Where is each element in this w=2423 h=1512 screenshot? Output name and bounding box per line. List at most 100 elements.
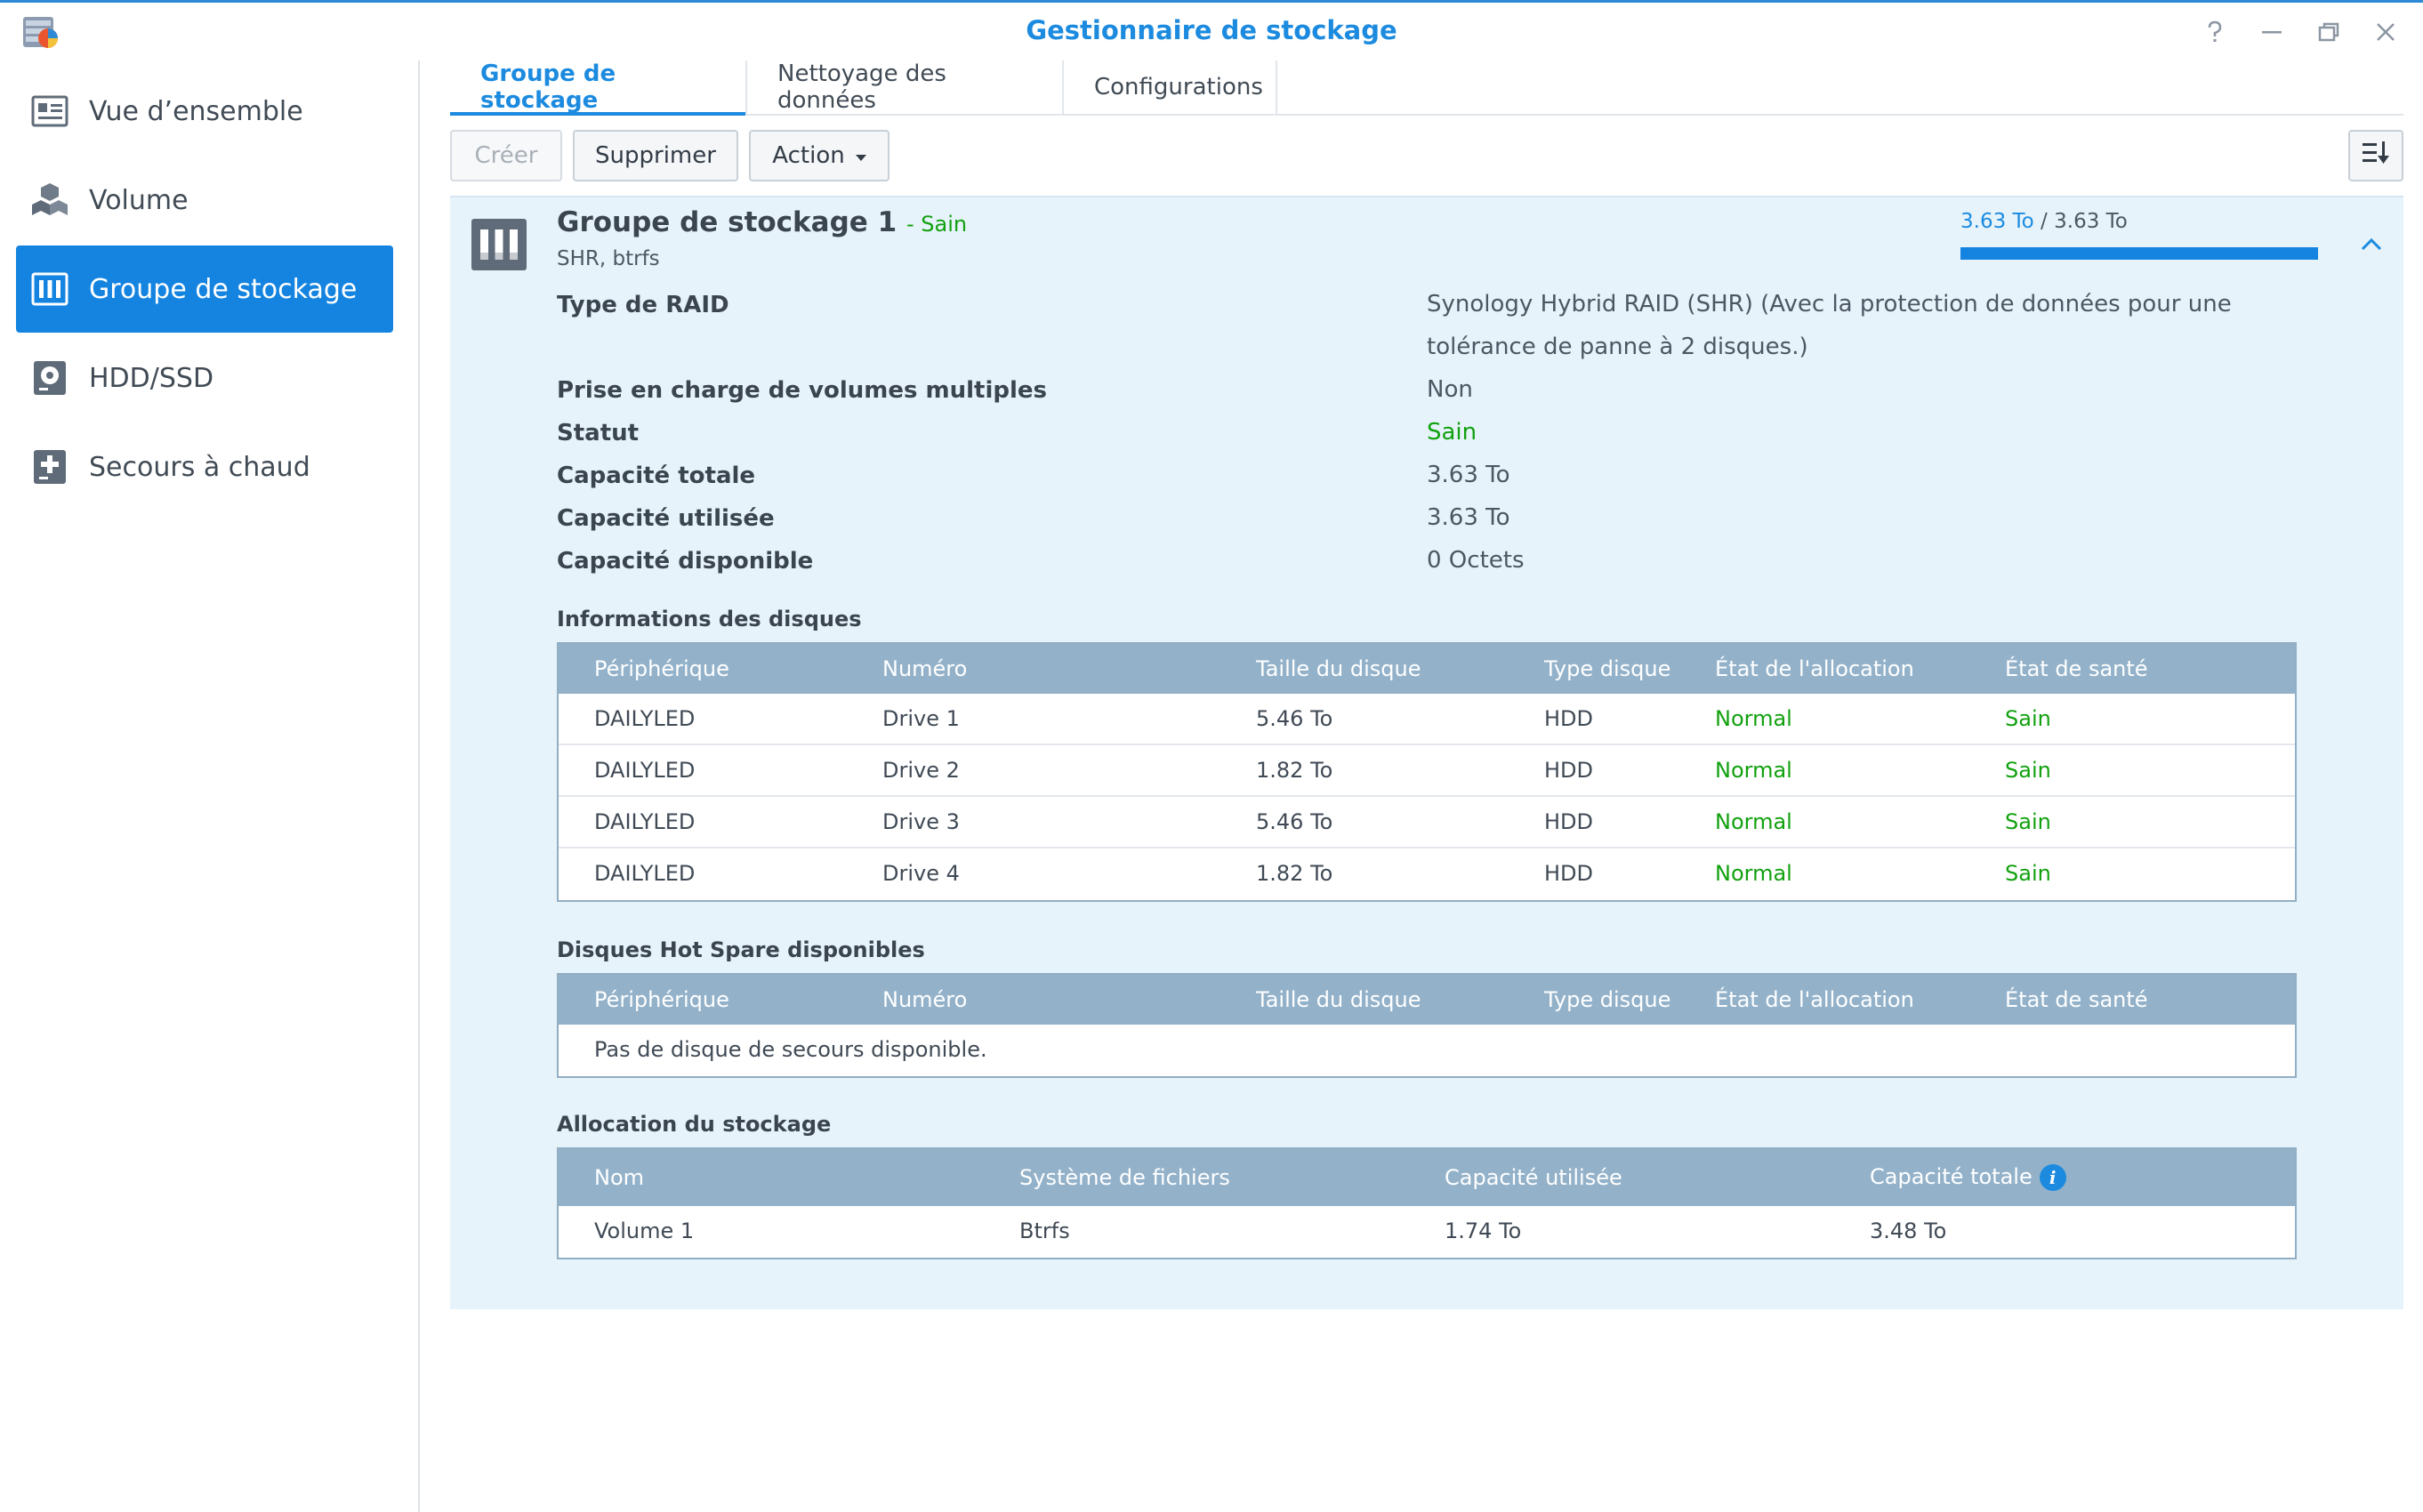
tab-storage-pool[interactable]: Groupe de stockage — [450, 60, 747, 116]
sidebar-item-hot-spare[interactable]: Secours à chaud — [16, 423, 393, 511]
cell-type: HDD — [1544, 706, 1594, 731]
column-header: Numéro — [882, 656, 968, 681]
column-header: Type disque — [1544, 987, 1671, 1012]
prop-label-used-capacity: Capacité utilisée — [557, 505, 775, 532]
cell-health: Sain — [2005, 861, 2051, 886]
sidebar-item-label: Secours à chaud — [89, 451, 310, 483]
table-header: Périphérique Numéro Taille du disque Typ… — [559, 975, 2295, 1025]
info-icon[interactable]: i — [2039, 1164, 2066, 1191]
sidebar-item-label: Vue d’ensemble — [89, 95, 303, 127]
table-row[interactable]: DAILYLED Drive 2 1.82 To HDD Normal Sain — [559, 745, 2295, 797]
prop-value-status: Sain — [1427, 419, 1477, 446]
storage-pool-icon — [470, 217, 528, 272]
table-row[interactable]: Volume 1 Btrfs 1.74 To 3.48 To — [559, 1206, 2295, 1258]
capacity-used: 3.63 To — [1960, 210, 2034, 233]
action-label: Action — [772, 142, 845, 169]
close-icon[interactable] — [2364, 12, 2407, 52]
cell-type: HDD — [1544, 809, 1594, 834]
table-row[interactable]: DAILYLED Drive 3 5.46 To HDD Normal Sain — [559, 797, 2295, 848]
prop-value-raid-type: Synology Hybrid RAID (SHR) (Avec la prot… — [1427, 291, 2232, 360]
capacity-separator: / — [2033, 210, 2055, 233]
table-header: Nom Système de fichiers Capacité utilisé… — [559, 1149, 2295, 1206]
disk-info-title: Informations des disques — [557, 607, 862, 631]
prop-value-used-capacity: 3.63 To — [1427, 504, 1510, 531]
pool-subtitle: SHR, btrfs — [557, 247, 660, 270]
table-header: Périphérique Numéro Taille du disque Typ… — [559, 644, 2295, 694]
column-header: Périphérique — [594, 656, 729, 681]
action-dropdown-button[interactable]: Action — [749, 130, 890, 181]
prop-label-raid-type: Type de RAID — [557, 292, 729, 318]
pool-name: Groupe de stockage 1 — [557, 206, 898, 238]
prop-value-available-capacity: 0 Octets — [1427, 547, 1525, 574]
empty-message: Pas de disque de secours disponible. — [594, 1037, 987, 1062]
sidebar-item-storage-pool[interactable]: Groupe de stockage — [16, 245, 393, 333]
cell-size: 1.82 To — [1256, 861, 1333, 886]
cell-type: HDD — [1544, 861, 1594, 886]
column-header-total: Capacité totale i — [1870, 1164, 2066, 1191]
pool-title: Groupe de stockage 1 - Sain — [557, 206, 967, 238]
volume-cubes-icon — [30, 181, 69, 220]
cell-allocation: Normal — [1715, 861, 1792, 886]
cell-used-capacity: 1.74 To — [1445, 1218, 1522, 1243]
allocation-title: Allocation du stockage — [557, 1112, 832, 1137]
storage-manager-app-icon — [21, 13, 62, 51]
cell-health: Sain — [2005, 809, 2051, 834]
minimize-icon[interactable] — [2250, 12, 2293, 52]
storage-pool-icon — [30, 269, 69, 309]
cell-number: Drive 4 — [882, 861, 960, 886]
column-header: État de l'allocation — [1715, 987, 1914, 1012]
column-header: Système de fichiers — [1019, 1165, 1230, 1190]
prop-label-available-capacity: Capacité disponible — [557, 548, 814, 575]
table-row[interactable]: DAILYLED Drive 4 1.82 To HDD Normal Sain — [559, 848, 2295, 900]
prop-label-status: Statut — [557, 420, 640, 446]
cell-device: DAILYLED — [594, 861, 696, 886]
tab-configurations[interactable]: Configurations — [1064, 60, 1277, 114]
delete-button[interactable]: Supprimer — [573, 130, 738, 181]
help-icon[interactable] — [2194, 12, 2236, 52]
column-header: État de santé — [2005, 656, 2148, 681]
cell-device: DAILYLED — [594, 809, 696, 834]
overview-icon — [30, 92, 69, 131]
table-row[interactable]: DAILYLED Drive 1 5.46 To HDD Normal Sain — [559, 694, 2295, 745]
hdd-icon — [30, 358, 69, 398]
create-button[interactable]: Créer — [450, 130, 562, 181]
cell-health: Sain — [2005, 758, 2051, 783]
capacity-total: 3.63 To — [2054, 210, 2128, 233]
column-header: État de santé — [2005, 987, 2148, 1012]
chevron-up-icon[interactable] — [2355, 231, 2387, 258]
capacity-bar — [1960, 247, 2318, 260]
sidebar: Vue d’ensemble Volume Groupe de stockage… — [0, 60, 420, 1512]
capacity-readout: 3.63 To / 3.63 To — [1960, 210, 2128, 233]
tab-bar: Groupe de stockage Nettoyage des données… — [450, 60, 2403, 116]
sidebar-item-overview[interactable]: Vue d’ensemble — [16, 68, 393, 155]
restore-icon[interactable] — [2307, 12, 2350, 52]
cell-size: 5.46 To — [1256, 706, 1333, 731]
cell-total-capacity: 3.48 To — [1870, 1218, 1947, 1243]
sidebar-item-label: HDD/SSD — [89, 362, 214, 394]
sidebar-item-hdd-ssd[interactable]: HDD/SSD — [16, 334, 393, 422]
column-header: Type disque — [1544, 656, 1671, 681]
hot-spare-icon — [30, 447, 69, 487]
column-header: Périphérique — [594, 987, 729, 1012]
column-header: Taille du disque — [1256, 987, 1421, 1012]
cell-filesystem: Btrfs — [1019, 1218, 1070, 1243]
sort-button[interactable] — [2348, 130, 2403, 181]
sort-icon — [2361, 140, 2391, 173]
storage-pool-panel: Groupe de stockage 1 - Sain SHR, btrfs 3… — [450, 196, 2403, 1309]
cell-allocation: Normal — [1715, 706, 1792, 731]
cell-size: 5.46 To — [1256, 809, 1333, 834]
sidebar-item-label: Volume — [89, 184, 189, 216]
cell-health: Sain — [2005, 706, 2051, 731]
prop-label-total-capacity: Capacité totale — [557, 462, 756, 489]
sidebar-item-volume[interactable]: Volume — [16, 157, 393, 244]
prop-value-total-capacity: 3.63 To — [1427, 462, 1510, 488]
hot-spare-table: Périphérique Numéro Taille du disque Typ… — [557, 973, 2297, 1078]
pool-status: - Sain — [906, 212, 968, 237]
cell-number: Drive 1 — [882, 706, 960, 731]
column-header: Capacité utilisée — [1445, 1165, 1622, 1190]
tab-data-scrubbing[interactable]: Nettoyage des données — [747, 60, 1064, 114]
column-header: Taille du disque — [1256, 656, 1421, 681]
hot-spare-title: Disques Hot Spare disponibles — [557, 937, 925, 962]
sidebar-item-label: Groupe de stockage — [89, 273, 358, 305]
capacity-bar-fill — [1960, 247, 2318, 260]
